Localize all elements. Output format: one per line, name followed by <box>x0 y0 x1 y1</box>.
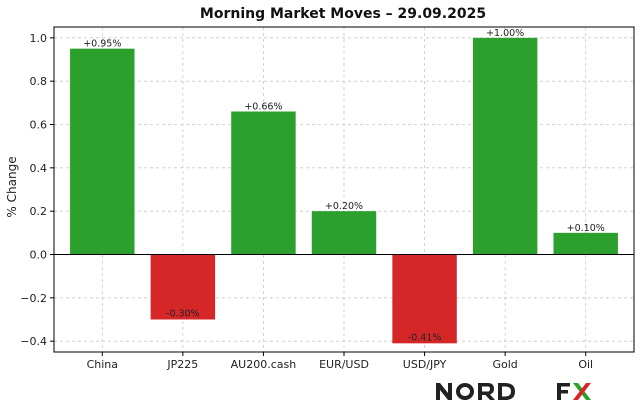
y-axis-ticks: −0.4 −0.2 0.0 0.2 0.4 0.6 0.8 1.0 <box>20 32 54 348</box>
nordfx-logo <box>436 383 591 400</box>
bar-jp225 <box>150 254 216 320</box>
bar-usd-jpy <box>392 254 457 344</box>
x-tick-label: USD/JPY <box>403 358 447 371</box>
y-axis-label: % Change <box>5 156 19 217</box>
bar-eur-usd <box>311 211 377 255</box>
x-tick-label: EUR/USD <box>319 358 369 371</box>
data-labels: +0.95% -0.30% +0.66% +0.20% -0.41% +1.00% +0.1… <box>83 28 605 344</box>
data-label: -0.30% <box>166 309 200 320</box>
chart-title: Morning Market Moves – 29.09.2025 <box>200 6 486 22</box>
x-axis-ticks: China JP225 AU200.cash EUR/USD USD/JPY Gold Oi… <box>87 352 593 371</box>
bar-au200-cash <box>231 111 296 255</box>
x-tick-label: JP225 <box>166 358 198 371</box>
data-label: +1.00% <box>486 28 524 39</box>
data-label: +0.10% <box>567 223 605 234</box>
x-tick-label: China <box>87 358 118 371</box>
bar-gold <box>472 37 538 255</box>
data-label: +0.95% <box>83 39 121 50</box>
y-tick-label: 0.8 <box>30 75 48 88</box>
grid <box>54 27 634 352</box>
y-tick-label: 0.6 <box>30 119 48 132</box>
x-tick-label: Gold <box>492 358 517 371</box>
y-tick-label: 0.0 <box>30 249 48 262</box>
bars <box>70 37 618 344</box>
bar-oil <box>553 232 618 255</box>
data-label: +0.20% <box>325 201 363 212</box>
data-label: -0.41% <box>408 332 442 343</box>
x-tick-label: AU200.cash <box>231 358 297 371</box>
y-tick-label: 1.0 <box>30 32 48 45</box>
y-tick-label: −0.2 <box>20 292 47 305</box>
data-label: +0.66% <box>244 102 282 113</box>
logo-wordmark <box>436 383 591 400</box>
y-tick-label: −0.4 <box>20 335 47 348</box>
bar-china <box>70 48 135 255</box>
y-tick-label: 0.4 <box>30 162 48 175</box>
y-tick-label: 0.2 <box>30 205 48 218</box>
x-tick-label: Oil <box>578 358 593 371</box>
